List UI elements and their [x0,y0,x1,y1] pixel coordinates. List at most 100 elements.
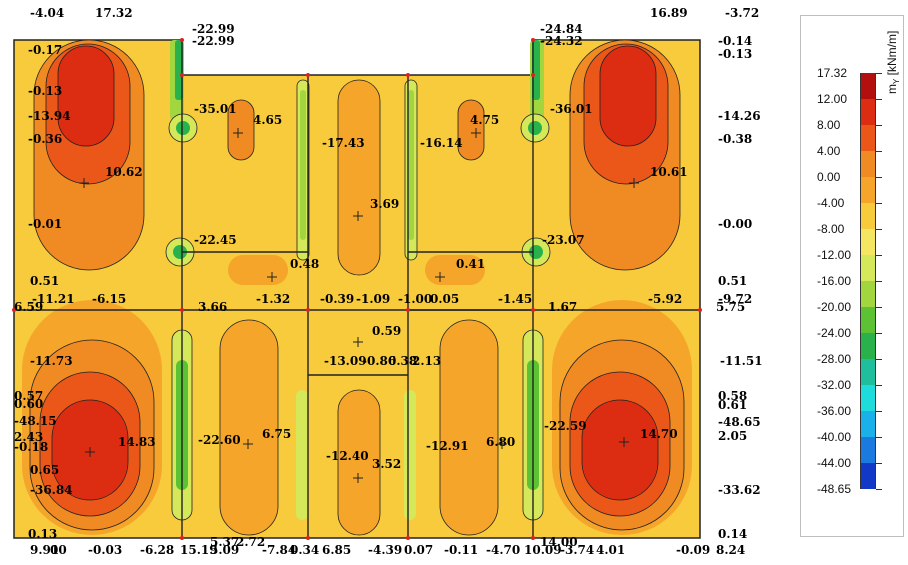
value-label: -0.38 [718,132,752,146]
value-label: -0.01 [28,217,62,231]
value-label: -22.45 [194,233,237,247]
legend-swatch [860,385,876,411]
legend-swatch [860,307,876,333]
value-label: 15.19 [180,543,218,557]
value-label: -22.99 [192,34,235,48]
legend-label: -44.00 [817,456,852,470]
value-label: 4.75 [470,113,499,127]
legend-tick [876,437,882,438]
value-label: -13.09 [324,354,367,368]
value-label: -16.14 [420,136,463,150]
contour-lines [29,39,685,536]
value-label: -0.86 [362,354,396,368]
value-label: -0.09 [676,543,710,557]
legend-tick [876,489,882,490]
legend-label: 8.00 [817,118,841,132]
extremum-marker [497,439,507,449]
value-label: -14.26 [718,109,761,123]
value-label: 00 [50,543,67,557]
legend-label: 12.00 [817,92,848,106]
structural-lines [14,40,700,538]
value-label: 5.37 [210,535,239,549]
value-label: 2.05 [718,429,747,443]
value-label: -4.70 [486,543,520,557]
value-label: -6.15 [92,292,126,306]
value-label: -1.09 [356,292,390,306]
value-label: 14.83 [118,435,156,449]
value-label: 0.57 [14,389,43,403]
value-label: 6.85 [322,543,351,557]
value-label: 16.89 [650,6,688,20]
legend-swatch [860,177,876,203]
legend-label: 4.00 [817,144,841,158]
value-label: -6.28 [140,543,174,557]
value-label: -48.65 [718,415,761,429]
value-label: 0.07 [404,543,433,557]
value-label: -1.00 [398,292,432,306]
legend-label: -48.65 [817,482,852,496]
legend-tick [876,307,882,308]
legend-title-unit: [kNm/m] [885,31,899,76]
legend-title-main: m [885,84,899,94]
legend-tick [876,333,882,334]
legend-label: -40.00 [817,430,852,444]
value-label: -0.03 [88,543,122,557]
value-label: -0.36 [28,132,62,146]
value-label: 0.65 [30,463,59,477]
legend-title-sub: Y [892,78,899,84]
value-label: -24.32 [540,34,583,48]
value-label: -7.84 [262,543,296,557]
legend-swatch [860,333,876,359]
legend-tick [876,177,882,178]
value-label: -48.15 [14,414,57,428]
value-label: 0.13 [28,527,57,541]
value-label: 2.72 [236,535,265,549]
legend-swatch [860,437,876,463]
value-label: -22.60 [198,433,241,447]
value-label: -4.39 [368,543,402,557]
value-label: -24.84 [540,22,583,36]
value-label: -3.74 [560,543,594,557]
extremum-marker [243,439,253,449]
value-label: -36.84 [30,483,73,497]
value-label: 4.65 [253,113,282,127]
value-label: -4.04 [30,6,64,20]
value-label: 0.58 [718,389,747,403]
value-label: 14.00 [540,535,578,549]
legend-label: -16.00 [817,274,852,288]
value-label: 17.32 [95,6,133,20]
value-label: 0.41 [456,257,485,271]
value-label: -22.59 [544,419,587,433]
value-label: -12.91 [426,439,469,453]
value-label: 10.09 [524,543,562,557]
value-label: -0.00 [718,217,752,231]
value-label: 2.13 [412,354,441,368]
legend-tick [876,229,882,230]
value-label: -17.43 [322,136,365,150]
value-label: -3.72 [725,6,759,20]
value-label: -0.39 [320,292,354,306]
value-label: 9.91 [30,543,59,557]
legend-label: -8.00 [817,222,845,236]
value-label: 5.09 [210,543,239,557]
value-label: -11.51 [720,354,763,368]
value-label: -0.13 [28,84,62,98]
value-label: -13.94 [28,109,71,123]
value-label: 1.67 [548,300,577,314]
contour-plot: -4.04 17.32 -22.99-22.99 -0.17 -0.13 -13.94 -0… [12,6,763,557]
legend-tick [876,99,882,100]
legend-tick [876,411,882,412]
value-label: -9.72 [718,292,752,306]
value-label: 0.51 [30,274,59,288]
node-markers [12,38,702,540]
extremum-marker [353,211,363,221]
value-label: 0.48 [290,257,319,271]
value-label: 0.60 [14,397,43,411]
value-label: -36.01 [550,102,593,116]
value-label: -12.40 [326,449,369,463]
value-label: 0.14 [718,527,747,541]
value-label: -1.45 [498,292,532,306]
value-label: 3.66 [198,300,227,314]
legend-swatch [860,125,876,151]
extremum-marker [629,178,639,188]
